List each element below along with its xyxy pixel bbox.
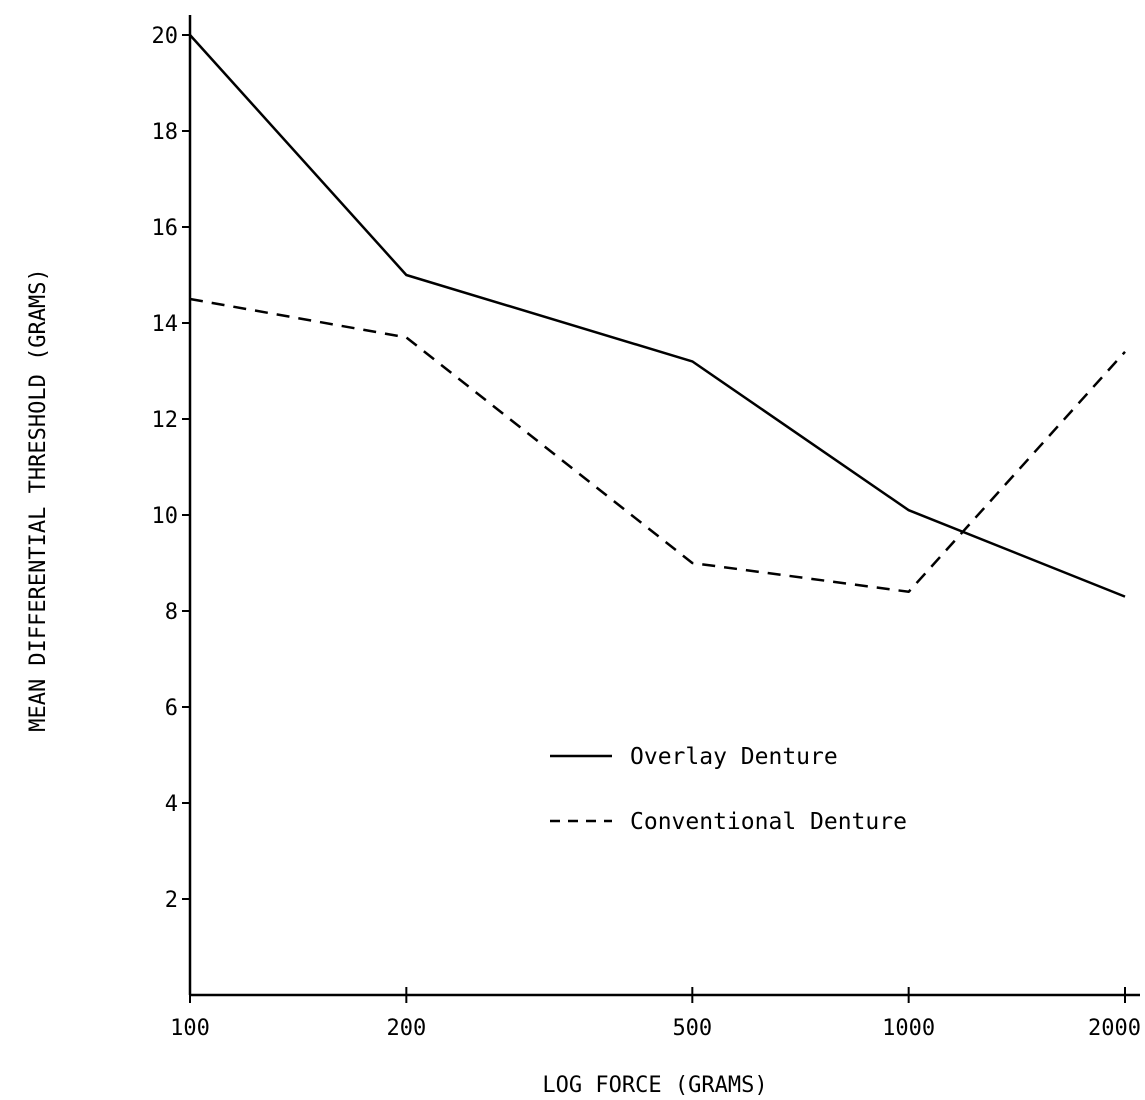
y-tick-label: 20 (152, 24, 179, 49)
series-line-overlay-denture (189, 34, 1126, 598)
x-axis-title: LOG FORCE (GRAMS) (542, 1073, 767, 1098)
y-tick-label: 4 (165, 792, 178, 817)
y-tick-label: 10 (152, 504, 179, 529)
y-tick-label: 2 (165, 888, 178, 913)
legend: Overlay Denture Conventional Denture (550, 744, 907, 835)
y-tick-label: 6 (165, 696, 178, 721)
series-line-conventional-denture (189, 297, 1126, 594)
x-tick-label: 2000 (1088, 1016, 1141, 1041)
y-tick-label: 12 (152, 408, 179, 433)
axes (188, 15, 1140, 997)
x-tick-label: 100 (170, 1016, 210, 1041)
legend-label: Conventional Denture (630, 809, 907, 835)
x-tick-label: 500 (672, 1016, 712, 1041)
y-axis-title: MEAN DIFFERENTIAL THRESHOLD (GRAMS) (26, 268, 51, 732)
legend-label: Overlay Denture (630, 744, 838, 770)
x-tick-label: 200 (386, 1016, 426, 1041)
y-tick-label: 8 (165, 600, 178, 625)
y-tick-label: 14 (152, 312, 179, 337)
x-tick-label: 1000 (882, 1016, 935, 1041)
axis-ticks: 2 4 6 8 10 12 14 16 18 20 100 200 500 1000 2000 (152, 24, 1142, 1041)
y-tick-label: 18 (152, 120, 179, 145)
series-lines (189, 34, 1126, 598)
y-tick-label: 16 (152, 216, 179, 241)
